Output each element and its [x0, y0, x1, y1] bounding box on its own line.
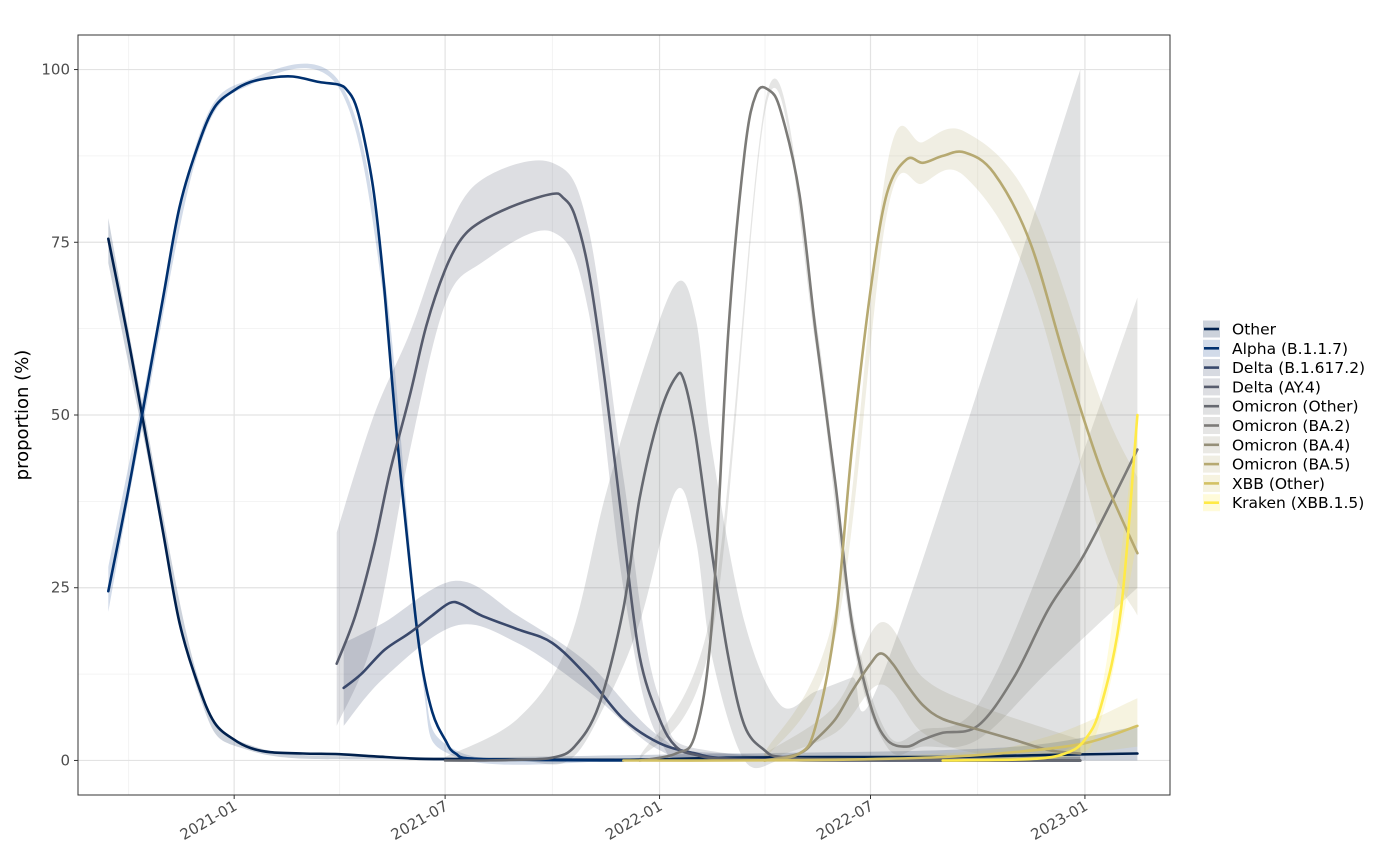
y-axis-title: proportion (%) [12, 350, 33, 481]
line-delta-ay-4 [335, 192, 1082, 762]
y-tick-label: 25 [51, 579, 70, 597]
legend-item-other: Other [1203, 320, 1277, 339]
legend-item-omicron-ba-5: Omicron (BA.5) [1203, 455, 1350, 474]
legend-label: Delta (B.1.617.2) [1232, 359, 1365, 377]
legend-item-kraken-xbb-1-5: Kraken (XBB.1.5) [1203, 494, 1364, 512]
line-xbb-other [622, 724, 1139, 762]
legend-item-delta-ay-4: Delta (AY.4) [1203, 378, 1321, 396]
band-omicron-ba-4 [764, 621, 1081, 761]
y-tick-label: 0 [60, 751, 70, 769]
legend-label: Omicron (BA.2) [1232, 417, 1350, 435]
legend-label: Omicron (BA.5) [1232, 456, 1350, 474]
line-other [107, 237, 1139, 762]
line-omicron-ba-4 [763, 652, 1082, 762]
legend-label: Alpha (B.1.1.7) [1232, 340, 1348, 358]
series-lines [107, 74, 1139, 762]
legend-item-alpha-b-1-1-7: Alpha (B.1.1.7) [1203, 339, 1348, 358]
legend-item-delta-b-1-617-2: Delta (B.1.617.2) [1203, 359, 1365, 377]
legend-label: Delta (AY.4) [1232, 378, 1321, 396]
y-tick-label: 100 [41, 61, 70, 79]
line-omicron-ba-2 [638, 85, 1139, 762]
legend-label: Omicron (BA.4) [1232, 436, 1350, 454]
band-omicron-other [445, 69, 1081, 769]
y-tick-label: 75 [51, 233, 70, 251]
legend-label: Omicron (Other) [1232, 398, 1359, 416]
line-omicron-ba-5 [763, 150, 1139, 762]
legend-item-omicron-ba-2: Omicron (BA.2) [1203, 417, 1350, 435]
line-kraken-xbb-1-5 [941, 413, 1139, 762]
legend-item-xbb-other: XBB (Other) [1203, 474, 1325, 493]
legend-item-omicron-other: Omicron (Other) [1203, 397, 1359, 416]
band-omicron-ba-2 [639, 78, 1138, 761]
legend-label: XBB (Other) [1232, 475, 1325, 493]
line-alpha-b-1-1-7 [107, 74, 625, 762]
legend-label: Other [1232, 321, 1277, 339]
legend-label: Kraken (XBB.1.5) [1232, 494, 1364, 512]
line-omicron-other [443, 371, 1082, 762]
y-tick-label: 50 [51, 406, 70, 424]
band-delta-b-1-617-2 [343, 580, 1081, 762]
legend-item-omicron-ba-4: Omicron (BA.4) [1203, 436, 1350, 454]
